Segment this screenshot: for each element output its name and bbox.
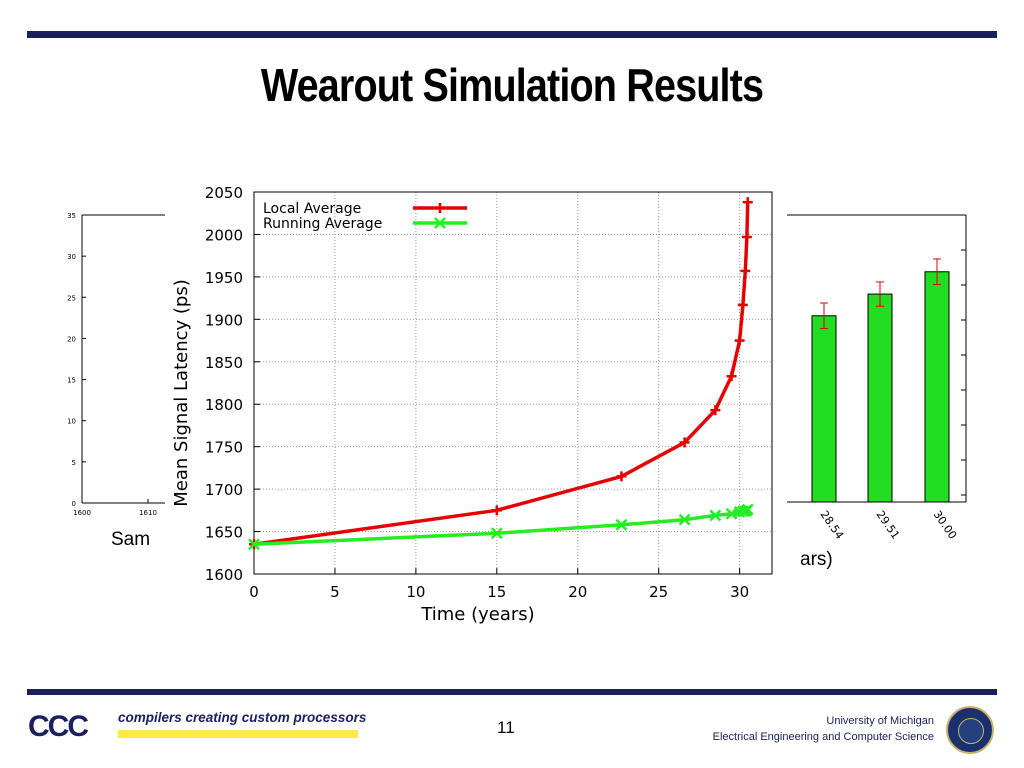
left-chart-y-tick-label: 0 <box>72 500 76 508</box>
back-left-chart-caption: Sam <box>111 529 151 550</box>
right-chart-bar <box>867 293 893 503</box>
left-chart-y-tick-label: 15 <box>67 377 76 385</box>
right-background-bar-chart: 28.54 29.51 30.00 <box>780 214 967 542</box>
y-axis-label: Mean Signal Latency (ps) <box>171 279 192 507</box>
y-tick-label: 2050 <box>205 184 243 202</box>
x-tick-label: 20 <box>568 583 587 601</box>
running-average-marker <box>615 518 628 531</box>
right-chart-x-tick-label: 30.00 <box>931 508 960 541</box>
latency-line-chart: 0 5 10 15 20 25 30 1600 1650 1700 1750 1800 1850 1900… <box>171 184 773 625</box>
left-chart-y-tick-label: 20 <box>67 335 76 343</box>
running-average-marker <box>248 538 260 551</box>
y-tick-label: 1650 <box>205 524 243 542</box>
running-average-marker <box>741 503 754 516</box>
y-tick-label: 1900 <box>205 311 243 329</box>
bottom-rule <box>27 689 997 695</box>
chart-area: 0 5 10 15 20 25 30 35 1600 1610 28.54 29.51 30.00 0… <box>67 183 967 625</box>
left-chart-y-tick-label: 25 <box>67 294 76 302</box>
x-axis-label: Time (years) <box>420 604 534 625</box>
running-average-marker <box>490 527 503 540</box>
plot-frame <box>253 191 773 575</box>
y-tick-label: 1850 <box>205 354 243 372</box>
university-name: University of Michigan <box>826 715 934 727</box>
left-chart-y-tick-label: 5 <box>72 459 76 467</box>
y-tick-label: 1950 <box>205 269 243 287</box>
y-tick-label: 1750 <box>205 439 243 457</box>
department-name: Electrical Engineering and Computer Scie… <box>712 731 934 743</box>
left-chart-x-tick-label: 1610 <box>139 509 157 517</box>
y-tick-label: 1800 <box>205 396 243 414</box>
university-seal-icon <box>946 706 994 754</box>
left-chart-x-tick-label: 1600 <box>73 509 91 517</box>
x-tick-label: 30 <box>730 583 749 601</box>
running-average-marker <box>678 513 691 526</box>
running-average-marker <box>725 507 738 520</box>
y-tick-label: 2000 <box>205 226 243 244</box>
x-tick-label: 10 <box>406 583 425 601</box>
top-rule <box>27 31 997 38</box>
left-chart-y-tick-label: 35 <box>67 212 76 220</box>
page-number: 11 <box>497 718 515 737</box>
x-tick-label: 0 <box>249 583 259 601</box>
slide-title: Wearout Simulation Results <box>260 59 764 111</box>
y-tick-label: 1700 <box>205 481 243 499</box>
running-average-marker <box>709 509 722 522</box>
logo-underline-bar <box>118 730 358 738</box>
ccc-logo: CCC <box>28 710 89 743</box>
x-tick-label: 5 <box>330 583 340 601</box>
logo-tagline: compilers creating custom processors <box>118 710 367 725</box>
right-chart-x-tick-label: 28.54 <box>818 508 847 541</box>
back-right-chart-caption: ars) <box>800 549 833 570</box>
local-average-legend-label: Local Average <box>263 201 361 217</box>
running-average-marker <box>434 217 446 229</box>
x-tick-label: 15 <box>487 583 506 601</box>
y-tick-label: 1600 <box>205 566 243 584</box>
x-tick-label: 25 <box>649 583 668 601</box>
running-average-legend-label: Running Average <box>263 216 382 232</box>
left-chart-y-tick-label: 30 <box>67 253 76 261</box>
left-chart-y-tick-label: 10 <box>67 418 76 426</box>
right-chart-x-tick-label: 29.51 <box>874 508 903 541</box>
right-chart-bar <box>924 271 950 503</box>
right-chart-bar <box>811 315 837 503</box>
left-background-chart: 0 5 10 15 20 25 30 35 1600 1610 <box>67 212 165 517</box>
